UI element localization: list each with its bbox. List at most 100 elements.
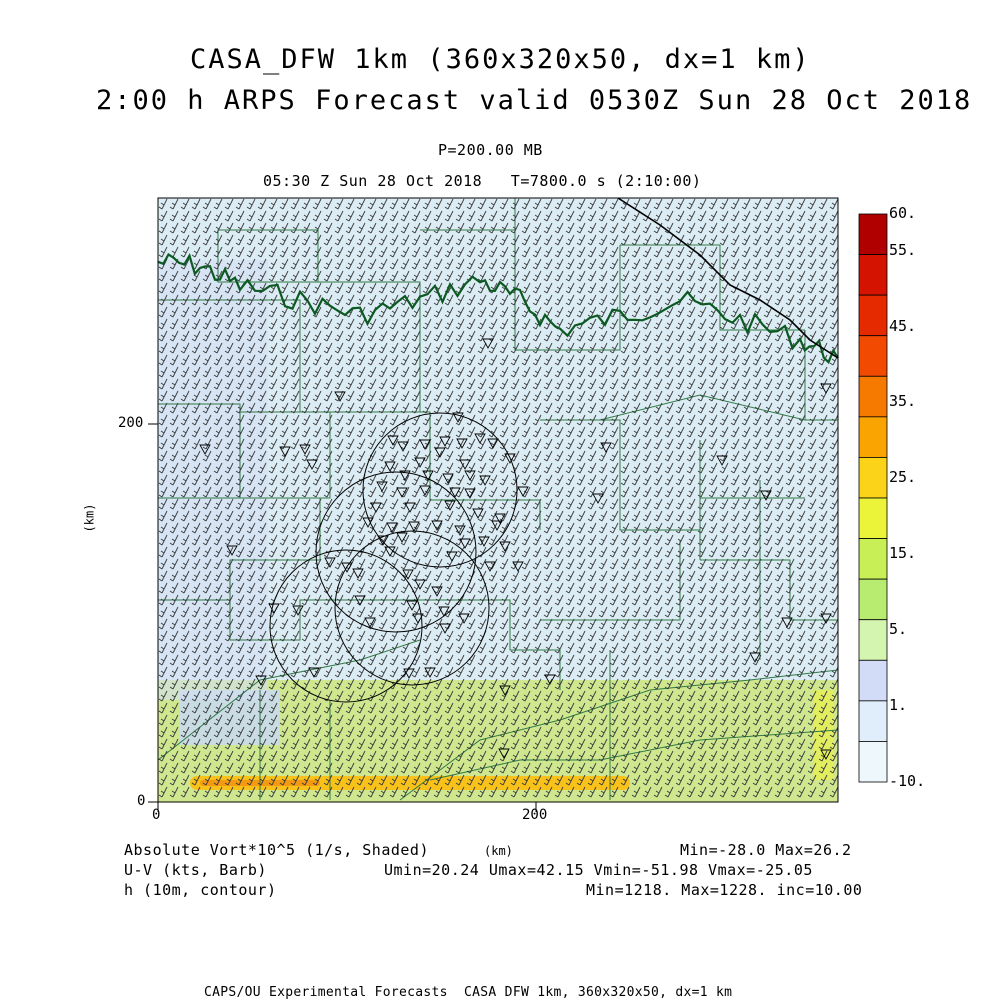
wind-barb [279,330,289,342]
wind-barb [807,246,817,258]
wind-barb [312,498,322,510]
wind-barb [180,210,190,222]
wind-barb [730,378,740,390]
wind-barb [554,198,564,210]
wind-barb [829,426,839,438]
wind-barb [488,306,498,318]
wind-barb [774,426,784,438]
wind-barb [807,438,817,450]
wind-barb [422,258,432,270]
wind-barb [191,294,201,306]
wind-barb [202,378,212,390]
wind-barb [268,402,278,414]
wind-barb [235,510,245,522]
wind-barb [444,210,454,222]
wind-barb [565,402,575,414]
wind-barb [444,378,454,390]
wind-barb [818,210,828,222]
wind-barb [532,342,542,354]
wind-barb [345,426,355,438]
wind-barb [268,450,278,462]
wind-barb [345,462,355,474]
wind-barb [554,462,564,474]
wind-barb [521,462,531,474]
wind-barb [818,414,828,426]
county-boundary [620,244,805,331]
wind-barb [697,438,707,450]
wind-barb [312,354,322,366]
wind-barb [620,390,630,402]
wind-barb [686,306,696,318]
wind-barb [763,234,773,246]
wind-barb [686,486,696,498]
wind-barb [268,222,278,234]
wind-barb [664,234,674,246]
wind-barb [774,342,784,354]
wind-barb [565,498,575,510]
wind-barb [400,330,410,342]
wind-barb [631,330,641,342]
wind-barb [686,474,696,486]
wind-barb [763,210,773,222]
wind-barb [334,318,344,330]
wind-barb [576,486,586,498]
wind-barb [818,486,828,498]
wind-barb [664,306,674,318]
wind-barb [620,294,630,306]
wind-barb [719,258,729,270]
wind-barb [488,414,498,426]
wind-barb [785,462,795,474]
wind-barb [334,402,344,414]
wind-barb [455,354,465,366]
wind-barb [642,306,652,318]
wind-barb [499,498,509,510]
wind-barb [180,366,190,378]
wind-barb [158,378,168,390]
wind-barb [741,234,751,246]
wind-barb [268,294,278,306]
wind-barb [345,450,355,462]
wind-barb [807,234,817,246]
wind-barb [389,306,399,318]
colorbar [858,213,888,783]
wind-barb [180,330,190,342]
wind-barb [763,498,773,510]
wind-barb [455,234,465,246]
wind-barb [169,330,179,342]
wind-barb [686,402,696,414]
wind-barb [235,498,245,510]
wind-barb [433,498,443,510]
wind-barb [620,462,630,474]
wind-barb [389,330,399,342]
wind-barb [818,258,828,270]
wind-barb [323,498,333,510]
wind-barb [224,510,234,522]
colorbar-label: -10. [889,772,926,790]
wind-barb [433,378,443,390]
wind-barb [543,342,553,354]
wind-barb [730,210,740,222]
wind-barb [246,246,256,258]
wind-barb [686,210,696,222]
wind-barb [477,318,487,330]
wind-barb [367,366,377,378]
wind-barb [213,330,223,342]
field3-stats: Min=1218. Max=1228. inc=10.00 [586,881,863,899]
wind-barb [378,486,388,498]
wind-barb [763,342,773,354]
wind-barb [730,270,740,282]
wind-barb [180,342,190,354]
wind-barb [400,402,410,414]
wind-barb [818,450,828,462]
y-axis-unit: (km) [82,503,97,533]
wind-barb [708,462,718,474]
wind-barb [488,366,498,378]
wind-barb [367,198,377,210]
wind-barb [279,390,289,402]
wind-barb [664,366,674,378]
wind-barb [708,282,718,294]
wind-barb [323,258,333,270]
wind-barb [499,330,509,342]
wind-barb [191,438,201,450]
wind-barb [158,354,168,366]
